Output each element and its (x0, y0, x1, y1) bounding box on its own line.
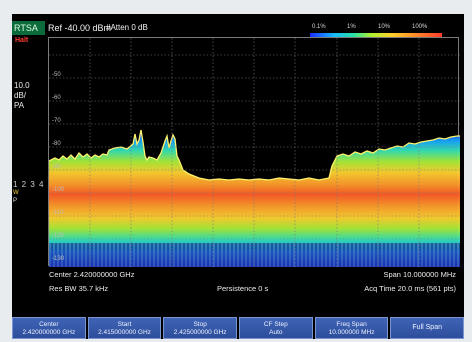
softkey-label: Stop (193, 321, 207, 328)
softkey-bar: Center 2.420000000 GHz Start 2.415000000… (12, 317, 464, 339)
y-tick-label: -60 (52, 95, 61, 101)
start-softkey[interactable]: Start 2.415000000 GHz (87, 317, 162, 339)
legend-label-0: 0.1% (312, 24, 326, 30)
cf-step-softkey[interactable]: CF Step Auto (239, 317, 313, 339)
acq-time-readout: Acq Time 20.0 ms (561 pts) (364, 284, 456, 293)
y-tick-label: -90 (52, 164, 61, 170)
noise-floor-lines (49, 238, 460, 267)
scale-unit: dB/ (14, 91, 27, 100)
y-tick-label: -70 (52, 118, 61, 124)
softkey-value: Auto (269, 329, 283, 336)
y-tick-label: -130 (52, 256, 65, 262)
y-tick-label: -100 (52, 187, 65, 193)
trace-type-p: P (13, 198, 18, 204)
reference-level[interactable]: Ref -40.00 dBm (48, 23, 112, 33)
peak-trace (49, 129, 460, 181)
y-tick-label: -110 (52, 210, 64, 216)
persistence-readout: Persistence 0 s (217, 284, 269, 293)
softkey-value: 2.425000000 GHz (173, 329, 227, 336)
center-softkey[interactable]: Center 2.420000000 GHz (12, 317, 86, 339)
span-readout: Span 10.000000 MHz (383, 270, 456, 279)
scale-type: PA (14, 101, 25, 110)
analyzer-screen: RTSA Halt Ref -40.00 dBm #Atten 0 dB 0.1… (12, 14, 464, 339)
attenuation[interactable]: #Atten 0 dB (106, 23, 148, 32)
freq-span-softkey[interactable]: Freq Span 10.000000 MHz (314, 317, 389, 339)
trace-type-w: W (13, 190, 19, 196)
scale-panel: 10.0 dB/ PA (14, 81, 30, 111)
trace-numbers: 1 2 3 4 (13, 180, 45, 189)
softkey-value: 10.000000 MHz (328, 329, 375, 336)
legend-label-1: 1% (347, 24, 356, 30)
full-span-softkey[interactable]: Full Span (390, 317, 464, 339)
y-tick-label: -50 (52, 72, 61, 78)
scale-value: 10.0 (14, 81, 30, 90)
softkey-label: Start (117, 321, 132, 328)
y-tick-label: -80 (52, 141, 61, 147)
center-frequency-readout: Center 2.420000000 GHz (49, 270, 135, 279)
legend-label-3: 100% (412, 24, 428, 30)
softkey-label: Center (39, 321, 59, 328)
mode-indicator[interactable]: RTSA (12, 21, 45, 35)
density-body (49, 130, 460, 267)
softkey-label: Full Span (412, 324, 442, 331)
softkey-value: 2.420000000 GHz (22, 329, 76, 336)
stop-softkey[interactable]: Stop 2.425000000 GHz (163, 317, 238, 339)
spectrum-display (49, 38, 460, 267)
softkey-label: Freq Span (336, 321, 367, 328)
legend-label-2: 10% (378, 24, 391, 30)
halt-status: Halt (15, 37, 29, 44)
res-bw-readout: Res BW 35.7 kHz (49, 284, 109, 293)
spectrum-plot[interactable]: -50 -60 -70 -80 -90 -100 -110 -120 -130 (48, 37, 460, 267)
softkey-label: CF Step (263, 321, 288, 328)
y-tick-label: -120 (52, 233, 65, 239)
softkey-value: 2.415000000 GHz (98, 329, 151, 336)
